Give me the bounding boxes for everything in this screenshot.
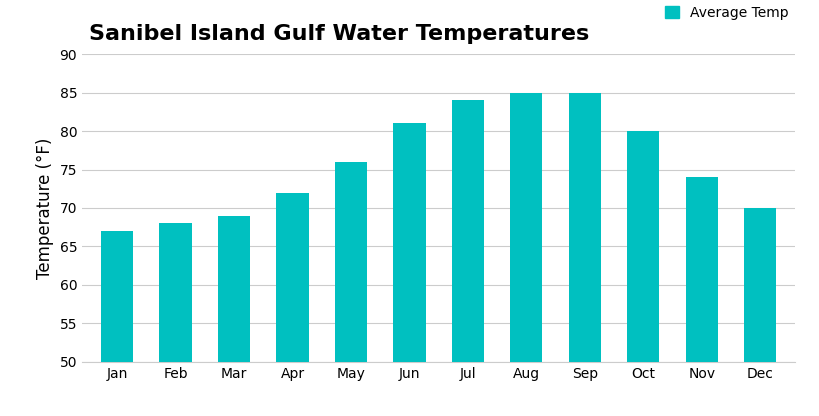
- Bar: [334, 162, 367, 416]
- Bar: [159, 223, 192, 416]
- Bar: [744, 208, 776, 416]
- Bar: [218, 215, 250, 416]
- Bar: [276, 193, 308, 416]
- Bar: [685, 177, 717, 416]
- Bar: [451, 100, 483, 416]
- Legend: Average Temp: Average Temp: [664, 5, 788, 20]
- Y-axis label: Temperature (°F): Temperature (°F): [36, 137, 54, 279]
- Bar: [509, 92, 542, 416]
- Bar: [627, 131, 658, 416]
- Bar: [101, 231, 133, 416]
- Bar: [393, 123, 425, 416]
- Text: Sanibel Island Gulf Water Temperatures: Sanibel Island Gulf Water Temperatures: [89, 24, 589, 44]
- Bar: [568, 92, 600, 416]
